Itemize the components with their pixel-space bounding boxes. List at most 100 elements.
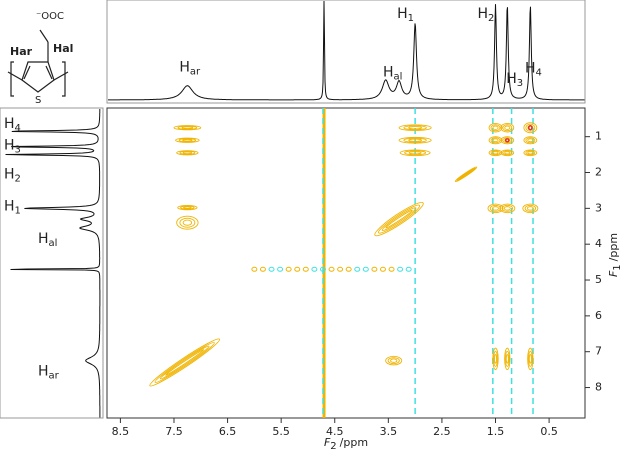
peak-label: H1 xyxy=(4,199,21,217)
peak-label: H4 xyxy=(4,116,21,134)
peak-label-h: H xyxy=(38,231,49,247)
peak-label-h: H xyxy=(4,116,15,132)
y-tick-label: 6 xyxy=(595,309,602,322)
axis-label: F2/ppm xyxy=(324,436,368,452)
x-tick-label: 5.5 xyxy=(272,425,290,438)
peak-label-sub: 3 xyxy=(15,145,21,156)
cross-peak xyxy=(504,350,510,367)
cross-peak xyxy=(522,203,539,214)
y-tick-label: 3 xyxy=(595,201,602,214)
cross-peak xyxy=(492,151,499,155)
peak-label: Har xyxy=(179,60,201,78)
peak-label-sub: al xyxy=(394,71,403,82)
cross-peak xyxy=(387,357,400,365)
x-tick-label: 8.5 xyxy=(112,425,130,438)
row-streak-dot xyxy=(259,266,266,272)
double-bond xyxy=(23,65,31,80)
cross-peak xyxy=(528,354,532,364)
cross-peak xyxy=(505,354,509,364)
cross-peak xyxy=(487,203,504,214)
cross-peak xyxy=(183,206,192,209)
cross-peak xyxy=(502,137,513,144)
peak-label: H4 xyxy=(525,61,542,79)
y-tick-label: 1 xyxy=(595,130,602,143)
peak-label-h: H xyxy=(525,61,536,77)
cross-peak xyxy=(493,350,498,367)
cross-peak xyxy=(173,125,202,131)
cross-peak xyxy=(523,136,538,145)
peak-label-h: H xyxy=(383,64,394,80)
cross-peak xyxy=(488,136,503,145)
row-streak-dot xyxy=(405,266,412,272)
bond xyxy=(39,29,49,43)
peak-label-sub: al xyxy=(49,238,58,249)
cross-peak xyxy=(403,125,427,131)
side-panel xyxy=(0,107,104,419)
plot-frame xyxy=(106,107,586,419)
bond xyxy=(53,71,69,81)
thiophene-ring xyxy=(21,61,55,93)
cross-peak xyxy=(525,150,536,156)
axis-label-main: F xyxy=(324,436,331,449)
cross-peak xyxy=(504,347,511,371)
diagonal-peak xyxy=(159,345,210,380)
row-streak-dot xyxy=(302,266,309,272)
row-streak-dot xyxy=(388,266,395,272)
cross-peak xyxy=(500,136,515,145)
row-streak-dot xyxy=(277,266,284,272)
row-streak-dot xyxy=(337,266,344,272)
cross-peak xyxy=(526,206,534,211)
top-spectrum xyxy=(108,0,585,101)
cross-peak xyxy=(175,137,200,143)
cross-peak xyxy=(502,150,513,156)
axis-label-unit: /ppm xyxy=(607,233,620,261)
cross-peak xyxy=(390,358,398,363)
diagonal-peak xyxy=(385,209,413,229)
cross-peak xyxy=(408,138,423,142)
peak-label-h: H xyxy=(179,60,190,76)
cross-peak xyxy=(503,206,511,211)
x-tick-label: 1.5 xyxy=(487,425,505,438)
cross-peak xyxy=(179,150,196,155)
x-tick-label: 0.5 xyxy=(540,425,558,438)
cross-peak xyxy=(408,126,423,130)
axis-label: F1/ppm xyxy=(607,233,623,277)
peak-label: H1 xyxy=(397,6,414,24)
diagonal-peak xyxy=(459,169,473,179)
peak-label: H2 xyxy=(478,6,495,24)
axis-label-main: F xyxy=(607,270,620,277)
cross-peak xyxy=(181,126,194,130)
cross-peak xyxy=(182,151,193,155)
peak-label-sub: 3 xyxy=(517,78,523,89)
diagonal-peak xyxy=(154,342,215,383)
peak-label-sub: 4 xyxy=(15,123,21,134)
peak-label-sub: 1 xyxy=(15,206,21,217)
peak-label: H3 xyxy=(506,71,523,89)
axis-label-unit: /ppm xyxy=(340,436,368,449)
peak-label-sub: 4 xyxy=(536,68,542,79)
cross-peak xyxy=(399,149,431,157)
cross-peak xyxy=(492,125,499,130)
plot-layer xyxy=(149,108,539,418)
peak-label: Hal xyxy=(383,64,402,82)
axis-label-sub: 2 xyxy=(330,441,336,452)
carboxylate: ⁻OOC xyxy=(36,11,64,22)
peak-label-h: H xyxy=(4,138,15,154)
cross-peak xyxy=(182,138,193,142)
diagonal-peak xyxy=(165,349,205,376)
y-tick-label: 4 xyxy=(595,237,602,250)
peak-core xyxy=(504,138,510,143)
cross-peak xyxy=(403,137,427,143)
row-streak-dot xyxy=(354,266,361,272)
y-tick-label: 8 xyxy=(595,381,602,394)
cross-peak xyxy=(500,122,515,133)
cross-peak xyxy=(525,137,536,144)
side-spectrum xyxy=(5,109,101,418)
cross-peak xyxy=(490,124,501,132)
cross-peak xyxy=(398,136,432,144)
row-streak-dot xyxy=(319,266,326,272)
peak-label: Hal xyxy=(38,231,57,249)
peak-label-h: H xyxy=(397,6,408,22)
cross-peak xyxy=(385,355,403,366)
brackets xyxy=(10,61,66,97)
